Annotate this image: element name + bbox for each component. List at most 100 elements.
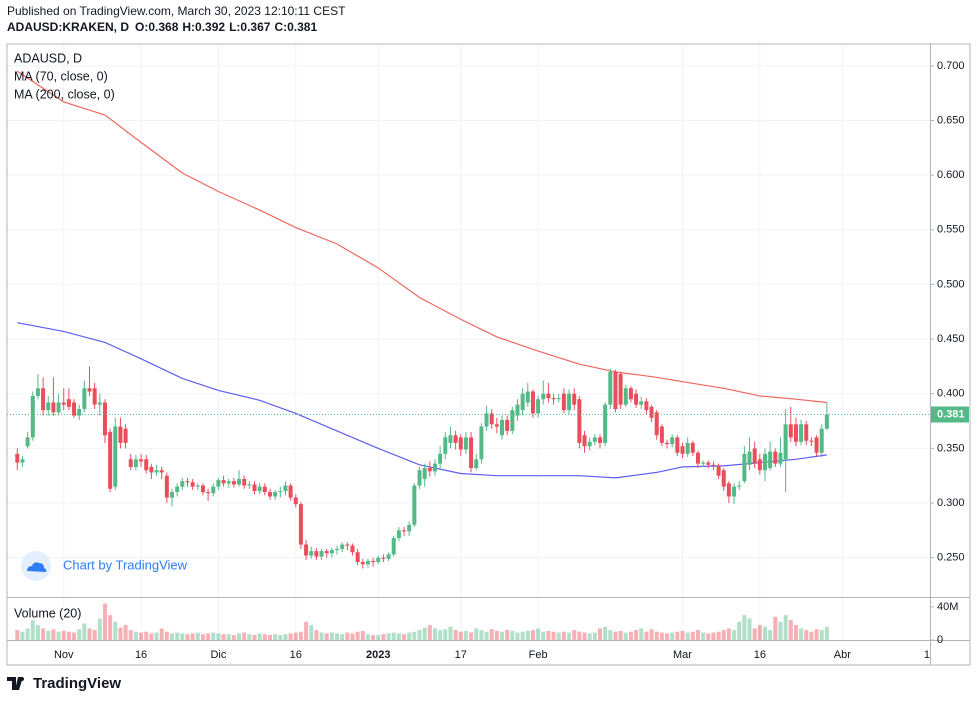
volume-bar	[402, 634, 407, 640]
candle-body	[195, 485, 200, 487]
volume-bar	[603, 626, 608, 640]
volume-bar	[510, 630, 515, 640]
volume-bar	[293, 632, 298, 640]
brand-text: TradingView	[33, 675, 121, 692]
plot-area	[7, 70, 930, 640]
volume-bar	[108, 615, 113, 640]
volume-bar	[66, 631, 71, 640]
ohlc-label: H:	[182, 20, 195, 34]
volume-bar	[427, 625, 432, 640]
x-tick-label: 16	[290, 649, 302, 661]
volume-bar	[448, 626, 453, 640]
candle-body	[443, 437, 448, 454]
y-tick-label: 0.250	[937, 552, 965, 564]
volume-bar	[309, 625, 314, 640]
volume-bar	[51, 629, 56, 640]
candle-body	[582, 435, 587, 447]
volume-bar	[608, 630, 613, 640]
last-price-badge	[931, 406, 969, 423]
volume-bar	[133, 631, 138, 640]
volume-bar	[56, 631, 61, 640]
volume-bar	[551, 631, 556, 640]
candle-body	[737, 485, 742, 487]
candle-body	[190, 482, 195, 487]
volume-bar	[432, 628, 437, 640]
volume-bar	[515, 632, 520, 640]
candle-body	[809, 440, 814, 442]
candle-body	[159, 470, 164, 473]
volume-bar	[396, 633, 401, 640]
volume-bar	[788, 620, 793, 640]
symbol-legend: ADAUSD, D	[14, 51, 82, 65]
candle-body	[154, 470, 159, 473]
candle-body	[170, 492, 175, 498]
price-grid	[7, 44, 931, 640]
candle-body	[608, 371, 613, 405]
volume-bar	[113, 621, 118, 640]
ma-line	[16, 70, 827, 404]
volume-bar	[670, 632, 675, 640]
candle-body	[721, 470, 726, 487]
candle-body	[252, 484, 257, 491]
volume-bar	[221, 634, 226, 640]
candle-body	[525, 391, 530, 403]
candle-body	[799, 424, 804, 442]
volume-bar	[716, 631, 721, 640]
candle-body	[788, 424, 793, 438]
watermark-text: Chart by TradingView	[63, 557, 188, 572]
time-axis: Nov 16 Dic 16 2023 17 Feb Mar 16 Abr 18	[54, 649, 936, 661]
x-tick-label: Dic	[210, 649, 226, 661]
candle-body	[304, 544, 309, 556]
volume-bar	[747, 618, 752, 640]
volume-bar	[288, 633, 293, 640]
candle-body	[340, 544, 345, 549]
candle-body	[530, 391, 535, 414]
candle-body	[77, 409, 82, 416]
candle-body	[407, 524, 412, 532]
candle-body	[206, 492, 211, 494]
candle-body	[180, 481, 185, 487]
volume-bar	[87, 628, 92, 640]
candle-body	[757, 459, 762, 471]
ohlc-label: C:	[274, 20, 287, 34]
candle-body	[690, 442, 695, 453]
volume-bar	[757, 625, 762, 640]
volume-bar	[159, 628, 164, 640]
candle-body	[556, 398, 561, 400]
axes: 0.250 0.300 0.350 0.400 0.450 0.500 0.550 0.600…	[930, 60, 969, 646]
candle-body	[773, 451, 778, 464]
candle-body	[381, 557, 386, 559]
candle-body	[427, 468, 432, 472]
volume-bar	[278, 635, 283, 640]
volume-bar	[654, 631, 659, 640]
candle-body	[185, 481, 190, 483]
candle-body	[128, 459, 133, 467]
volume-bar	[453, 630, 458, 640]
volume-bar	[536, 628, 541, 640]
volume-legend: Volume (20)	[14, 606, 81, 620]
volume-bar	[355, 631, 360, 640]
candle-body	[639, 401, 644, 405]
volume-bar	[706, 633, 711, 640]
volume-bar	[690, 631, 695, 640]
volume-bar	[180, 633, 185, 640]
candle-body	[783, 424, 788, 460]
candle-body	[30, 395, 35, 438]
candle-body	[417, 470, 422, 486]
volume-bar	[773, 616, 778, 640]
volume-bar	[639, 628, 644, 640]
candle-body	[747, 451, 752, 465]
x-tick-label: 18	[924, 649, 936, 661]
candle-body	[283, 485, 288, 491]
candle-body	[164, 475, 169, 498]
candle-body	[546, 393, 551, 399]
volume-bar	[695, 630, 700, 640]
volume-bar	[200, 634, 205, 640]
volume-bar	[35, 625, 40, 640]
volume-bar	[365, 634, 370, 640]
candle-body	[484, 413, 489, 427]
candle-body	[706, 462, 711, 465]
volume-bar	[61, 630, 66, 640]
candle-body	[123, 428, 128, 443]
candle-body	[345, 544, 350, 546]
